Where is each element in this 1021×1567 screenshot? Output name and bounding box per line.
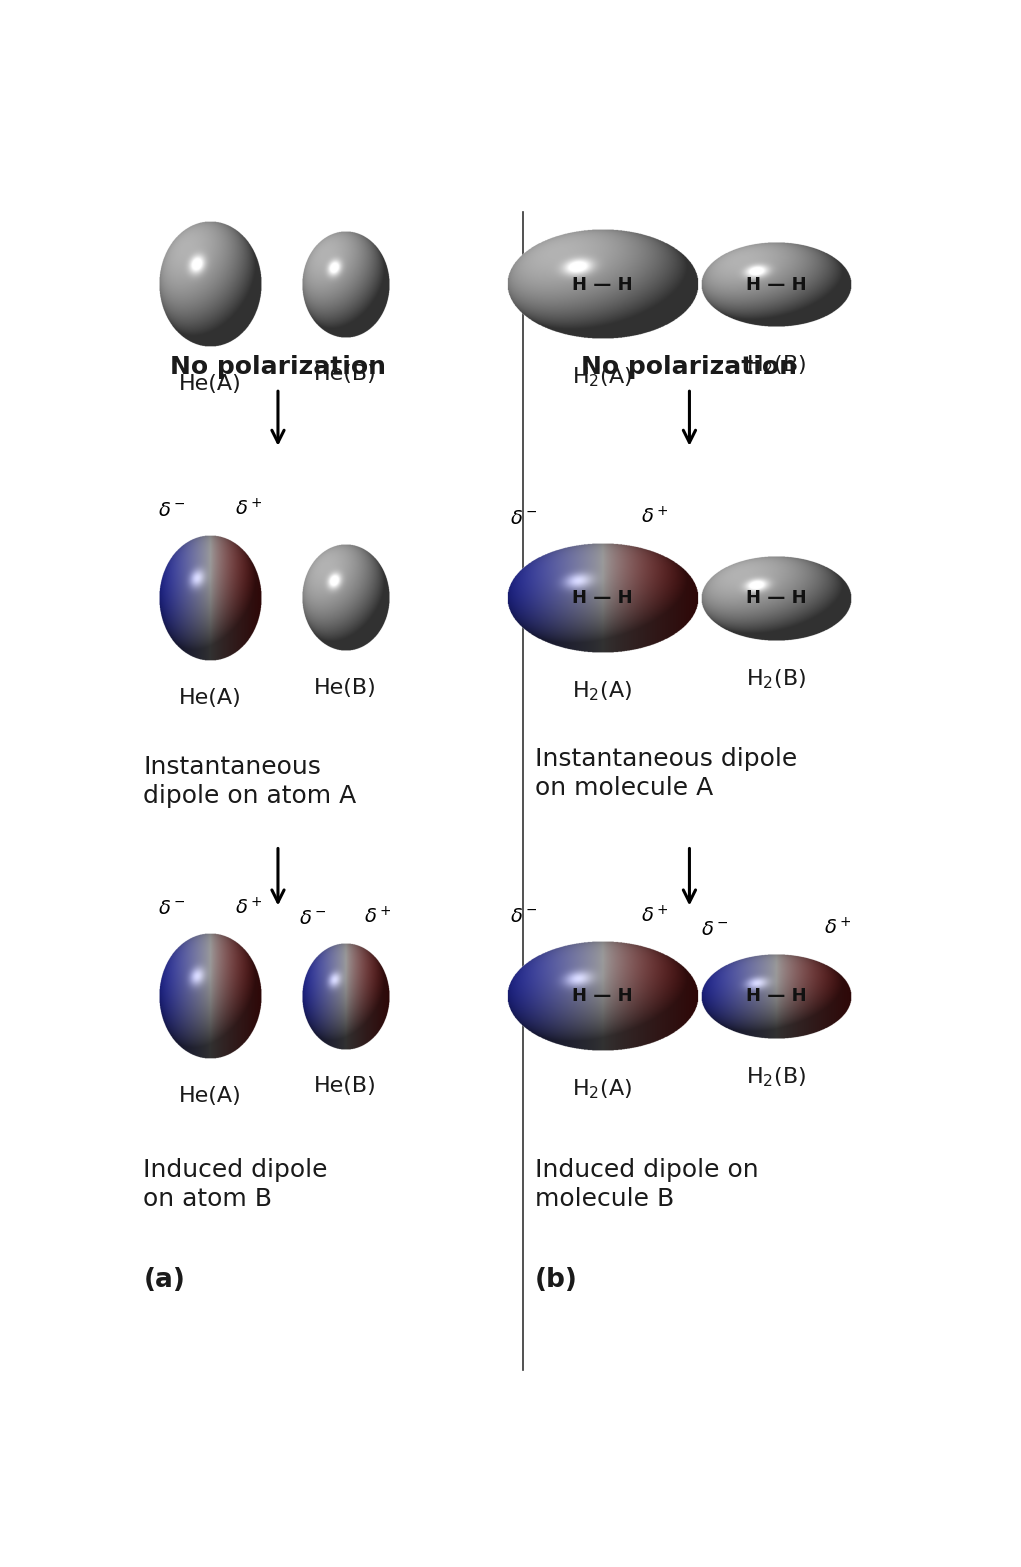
Text: (a): (a) bbox=[143, 1266, 186, 1293]
Text: (b): (b) bbox=[535, 1266, 578, 1293]
Text: No polarization: No polarization bbox=[169, 354, 386, 379]
Text: $\delta^-$: $\delta^-$ bbox=[158, 501, 186, 520]
Text: H — H: H — H bbox=[746, 589, 807, 608]
Text: $\delta^-$: $\delta^-$ bbox=[510, 509, 538, 528]
Text: He(A): He(A) bbox=[180, 688, 242, 708]
Text: Instantaneous dipole
on molecule A: Instantaneous dipole on molecule A bbox=[535, 747, 797, 799]
Text: H — H: H — H bbox=[572, 276, 633, 293]
Text: H$_2$(A): H$_2$(A) bbox=[573, 680, 632, 704]
Text: He(B): He(B) bbox=[313, 1077, 377, 1095]
Text: $\delta^+$: $\delta^+$ bbox=[235, 896, 263, 918]
Text: $\delta^+$: $\delta^+$ bbox=[824, 917, 853, 939]
Text: H — H: H — H bbox=[572, 987, 633, 1006]
Text: He(A): He(A) bbox=[180, 1086, 242, 1106]
Text: H$_2$(B): H$_2$(B) bbox=[746, 1066, 807, 1089]
Text: $\delta^-$: $\delta^-$ bbox=[700, 920, 729, 939]
Text: He(A): He(A) bbox=[180, 375, 242, 393]
Text: H — H: H — H bbox=[746, 987, 807, 1006]
Text: He(B): He(B) bbox=[313, 364, 377, 384]
Text: $\delta^-$: $\delta^-$ bbox=[158, 899, 186, 918]
Text: $\delta^+$: $\delta^+$ bbox=[363, 906, 392, 928]
Text: H$_2$(B): H$_2$(B) bbox=[746, 668, 807, 691]
Text: $\delta^+$: $\delta^+$ bbox=[641, 904, 669, 926]
Text: H — H: H — H bbox=[746, 276, 807, 293]
Text: $\delta^-$: $\delta^-$ bbox=[510, 907, 538, 926]
Text: H$_2$(A): H$_2$(A) bbox=[573, 1078, 632, 1102]
Text: H$_2$(A): H$_2$(A) bbox=[573, 365, 632, 390]
Text: He(B): He(B) bbox=[313, 679, 377, 697]
Text: $\delta^-$: $\delta^-$ bbox=[298, 909, 327, 928]
Text: $\delta^+$: $\delta^+$ bbox=[641, 506, 669, 528]
Text: H — H: H — H bbox=[572, 589, 633, 608]
Text: No polarization: No polarization bbox=[581, 354, 797, 379]
Text: Instantaneous
dipole on atom A: Instantaneous dipole on atom A bbox=[143, 755, 356, 809]
Text: $\delta^+$: $\delta^+$ bbox=[235, 498, 263, 520]
Text: Induced dipole on
molecule B: Induced dipole on molecule B bbox=[535, 1158, 759, 1211]
Text: H$_2$(B): H$_2$(B) bbox=[746, 353, 807, 378]
Text: Induced dipole
on atom B: Induced dipole on atom B bbox=[143, 1158, 328, 1211]
